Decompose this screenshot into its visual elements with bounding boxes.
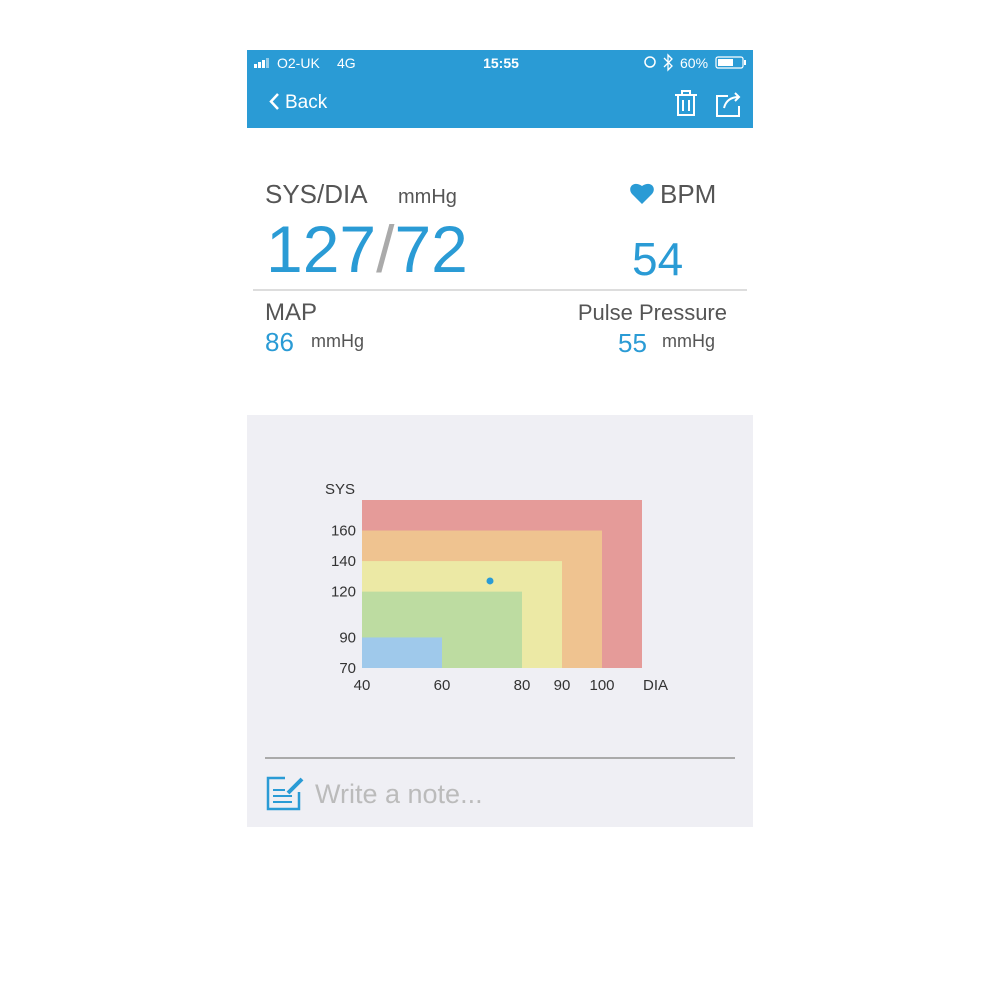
delete-button[interactable] xyxy=(675,90,697,116)
y-tick-label: 120 xyxy=(331,584,356,601)
note-icon[interactable] xyxy=(266,776,304,811)
carrier: O2-UK xyxy=(277,55,320,71)
back-button[interactable]: Back xyxy=(269,92,328,113)
alarm-icon xyxy=(644,56,656,68)
x-tick-label: 80 xyxy=(514,677,531,694)
share-button[interactable] xyxy=(716,92,741,117)
y-tick-label: 140 xyxy=(331,553,356,570)
time: 15:55 xyxy=(483,55,519,71)
map-unit: mmHg xyxy=(311,331,364,351)
blood-pressure: 127/72 xyxy=(266,212,468,286)
sys-value: 127 xyxy=(266,212,376,286)
map-value: 86 xyxy=(265,327,294,357)
sys-dia-label: SYS/DIA xyxy=(265,179,368,209)
network: 4G xyxy=(337,55,356,71)
pulse-pressure-unit: mmHg xyxy=(662,331,715,351)
dia-value: 72 xyxy=(394,212,467,286)
x-tick-label: 100 xyxy=(589,677,614,694)
bluetooth-icon xyxy=(663,53,673,72)
map-label: MAP xyxy=(265,299,317,326)
x-tick-label: 60 xyxy=(434,677,451,694)
y-tick-label: 70 xyxy=(339,660,356,677)
reading-point xyxy=(486,577,494,585)
y-tick-label: 90 xyxy=(339,629,356,646)
chart: 70 90 120 140 160 40 60 80 90 100 SYS DIA xyxy=(325,481,668,694)
x-axis-label: DIA xyxy=(643,677,668,694)
heart-icon xyxy=(630,183,654,204)
y-tick-label: 160 xyxy=(331,523,356,540)
back-label[interactable]: Back xyxy=(285,92,328,113)
note-input[interactable]: Write a note... xyxy=(315,779,483,809)
bpm-label: BPM xyxy=(660,179,716,209)
unit: mmHg xyxy=(398,186,457,208)
y-axis-label: SYS xyxy=(325,481,355,498)
battery-level: 60% xyxy=(680,55,708,71)
x-tick-label: 90 xyxy=(554,677,571,694)
pulse-pressure-value: 55 xyxy=(618,328,647,358)
battery-icon xyxy=(715,56,746,69)
x-tick-label: 40 xyxy=(354,677,371,694)
pulse-pressure-label: Pulse Pressure xyxy=(578,300,727,325)
signal-icon xyxy=(254,58,269,68)
separator: / xyxy=(376,212,395,286)
bpm-value: 54 xyxy=(632,233,683,285)
zone xyxy=(362,637,442,668)
